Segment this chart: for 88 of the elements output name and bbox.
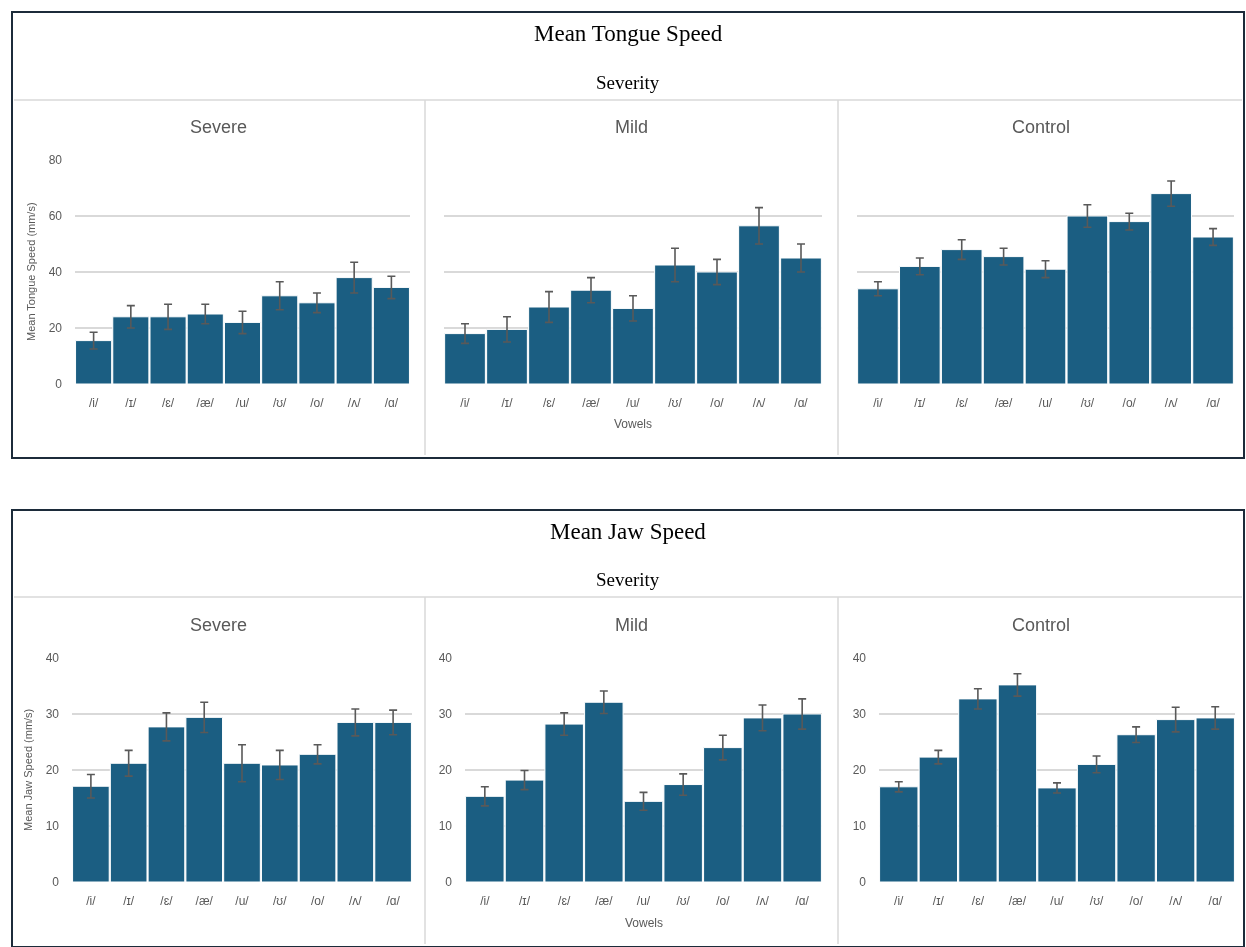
x-tick-label: /ʌ/ — [347, 396, 362, 410]
x-tick-label: /i/ — [88, 396, 99, 410]
y-tick-label: 0 — [445, 875, 453, 890]
chart-title: Control — [1012, 117, 1071, 137]
x-tick-label: /ʌ/ — [348, 894, 363, 908]
x-tick-label: /o/ — [310, 396, 325, 410]
chart-title: Mild — [615, 117, 649, 137]
y-axis-title: Mean Jaw Speed (mm/s) — [22, 708, 34, 831]
x-tick-label: /æ/ — [1008, 894, 1027, 908]
y-tick-label: 30 — [45, 707, 60, 722]
x-tick-label: /ɛ/ — [955, 396, 969, 410]
x-tick-label: /ʊ/ — [1080, 396, 1095, 410]
x-tick-label: /o/ — [1129, 894, 1144, 908]
x-tick-label: /ɛ/ — [542, 396, 556, 410]
x-tick-label: /æ/ — [195, 894, 214, 908]
x-tick-label: /ʌ/ — [752, 396, 766, 410]
x-tick-label: /ʊ/ — [1089, 894, 1104, 908]
y-tick-label: 40 — [852, 651, 867, 666]
y-axis-title: Mean Tongue Speed (mm/s) — [25, 202, 37, 341]
x-tick-label: /u/ — [1038, 396, 1053, 410]
chart-title: Mild — [615, 615, 649, 635]
x-tick-label: /ɛ/ — [161, 396, 175, 410]
x-tick-label: /ɪ/ — [914, 396, 926, 410]
x-tick-label: /o/ — [716, 894, 731, 908]
x-tick-label: /æ/ — [595, 894, 614, 908]
x-tick-label: /ɛ/ — [160, 894, 174, 908]
x-tick-label: /u/ — [626, 396, 641, 410]
x-tick-label: /i/ — [873, 396, 884, 410]
chart-title: Severe — [190, 117, 248, 137]
x-tick-label: /i/ — [86, 894, 97, 908]
x-tick-label: /ɪ/ — [125, 396, 137, 410]
x-axis-title: Vowels — [614, 417, 653, 431]
x-tick-label: /o/ — [310, 894, 325, 908]
x-tick-label: /u/ — [235, 396, 250, 410]
y-tick-label: 80 — [48, 153, 63, 168]
y-tick-label: 40 — [48, 265, 63, 280]
x-tick-label: /ʊ/ — [676, 894, 691, 908]
x-tick-label: /o/ — [1122, 396, 1137, 410]
chart-title: Control — [1012, 615, 1071, 635]
x-tick-label: /æ/ — [196, 396, 215, 410]
x-tick-label: /ʊ/ — [273, 894, 288, 908]
y-tick-label: 60 — [48, 209, 63, 224]
y-tick-label: 20 — [438, 763, 453, 778]
x-tick-label: /ɛ/ — [558, 894, 571, 908]
x-tick-label: /ʊ/ — [668, 396, 683, 410]
y-tick-label: 0 — [859, 875, 867, 890]
y-tick-label: 20 — [48, 321, 63, 336]
x-tick-label: /ʌ/ — [1169, 894, 1183, 908]
y-tick-label: 10 — [852, 819, 867, 834]
text: Severity — [596, 72, 660, 93]
x-tick-label: /ʌ/ — [756, 894, 770, 908]
x-tick-label: /o/ — [710, 396, 725, 410]
x-tick-label: /ɪ/ — [123, 894, 135, 908]
x-tick-label: /i/ — [460, 396, 471, 410]
y-tick-label: 20 — [45, 763, 60, 778]
x-axis-title: Vowels — [625, 916, 664, 930]
x-tick-label: /ɑ/ — [386, 894, 401, 908]
x-tick-label: /i/ — [480, 894, 491, 908]
x-tick-label: /u/ — [235, 894, 250, 908]
y-tick-label: 0 — [52, 875, 60, 890]
x-tick-label: /i/ — [894, 894, 905, 908]
x-tick-label: /ʌ/ — [1164, 396, 1179, 410]
y-tick-label: 30 — [438, 707, 453, 722]
x-tick-label: /u/ — [1050, 894, 1065, 908]
y-tick-label: 40 — [45, 651, 60, 666]
y-tick-label: 20 — [852, 763, 867, 778]
x-tick-label: /ɑ/ — [384, 396, 399, 410]
y-tick-label: 10 — [438, 819, 453, 834]
y-tick-label: 10 — [45, 819, 60, 834]
x-tick-label: /æ/ — [994, 396, 1013, 410]
x-tick-label: /ʊ/ — [272, 396, 288, 410]
x-tick-label: /ɑ/ — [1206, 396, 1221, 410]
x-tick-label: /æ/ — [582, 396, 601, 410]
text: Mean Jaw Speed — [550, 519, 707, 544]
chart-title: Severe — [190, 615, 248, 635]
text: Mean Tongue Speed — [534, 21, 723, 46]
x-tick-label: /ɛ/ — [971, 894, 985, 908]
x-tick-label: /ɑ/ — [795, 894, 810, 908]
y-tick-label: 40 — [438, 651, 453, 666]
text: Severity — [596, 569, 660, 590]
x-tick-label: /ɪ/ — [519, 894, 531, 908]
x-tick-label: /u/ — [636, 894, 651, 908]
y-tick-label: 30 — [852, 707, 867, 722]
x-tick-label: /ɪ/ — [932, 894, 945, 908]
x-tick-label: /ɑ/ — [794, 396, 809, 410]
x-tick-label: /ɑ/ — [1208, 894, 1223, 908]
y-tick-label: 0 — [55, 377, 63, 392]
x-tick-label: /ɪ/ — [501, 396, 514, 410]
